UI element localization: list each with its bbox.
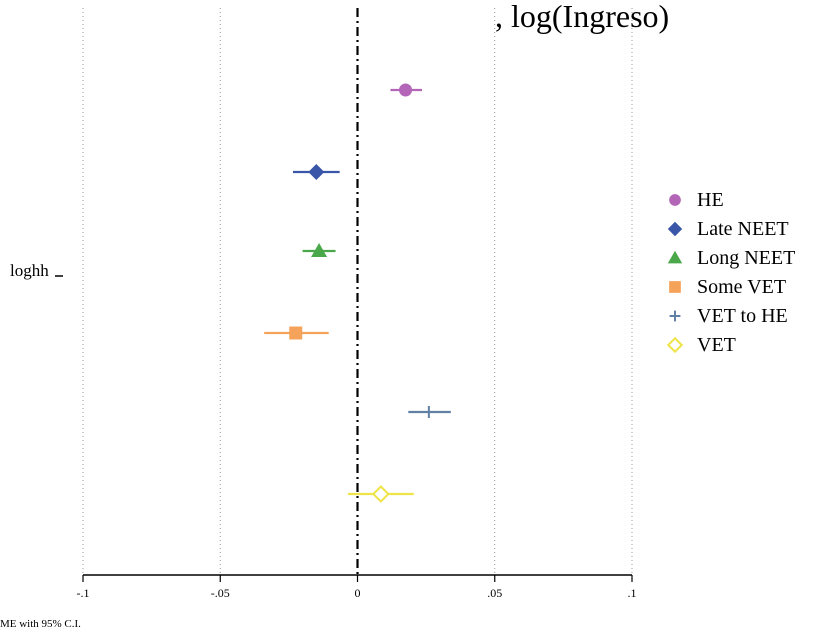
legend-label: HE <box>697 189 724 211</box>
legend: HE Late NEET Long NEET Some VET VET to HE VET <box>666 189 795 356</box>
marker-square <box>289 326 303 340</box>
estimate-long-neet <box>302 243 336 257</box>
y-category-label: loghh <box>10 261 49 280</box>
marker-circle <box>669 194 681 206</box>
legend-item: VET to HE <box>669 305 788 327</box>
legend-item: HE <box>669 189 724 211</box>
estimate-vet <box>347 485 414 503</box>
x-tick-label: .1 <box>628 586 637 600</box>
estimate-he <box>390 83 423 97</box>
estimate-late-neet <box>292 164 340 180</box>
estimate-vet-to-he <box>408 406 451 418</box>
marker-circle <box>399 83 413 97</box>
legend-label: VET <box>697 334 736 356</box>
legend-item: VET <box>666 334 736 356</box>
marker-triangle <box>667 250 683 264</box>
marker-square <box>669 281 681 293</box>
chart-title: , log(Ingreso) <box>495 0 669 34</box>
estimate-marks <box>264 83 451 503</box>
legend-label: Late NEET <box>697 218 789 240</box>
legend-item: Late NEET <box>667 218 789 240</box>
legend-label: Long NEET <box>697 247 795 269</box>
x-tick-label: .05 <box>487 586 502 600</box>
marker-triangle <box>311 243 328 257</box>
x-axis: -.1 -.05 0 .05 .1 <box>77 574 637 600</box>
x-tick-label: -.1 <box>77 586 90 600</box>
chart-note: AME with 95% C.I. <box>0 618 81 630</box>
marker-diamond <box>308 164 325 180</box>
marker-diamond-hollow <box>666 336 684 354</box>
marker-diamond-hollow <box>371 485 390 503</box>
grid-lines <box>82 8 633 575</box>
x-tick-label: -.05 <box>211 586 230 600</box>
legend-item: Long NEET <box>667 247 795 269</box>
estimate-some-vet <box>264 326 329 340</box>
x-tick-label: 0 <box>355 586 361 600</box>
legend-item: Some VET <box>669 276 786 298</box>
marker-diamond <box>667 221 683 237</box>
legend-label: Some VET <box>697 276 786 298</box>
legend-label: VET to HE <box>697 305 788 327</box>
